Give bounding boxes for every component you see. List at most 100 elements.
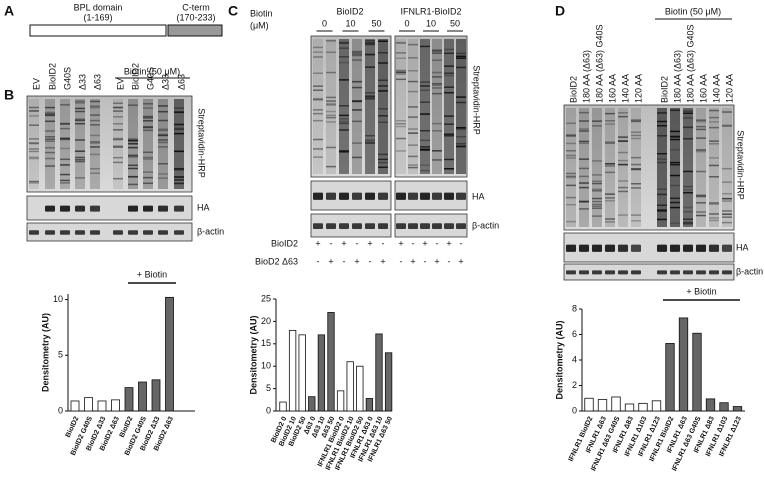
band (365, 142, 375, 144)
y-tick-label: 0 (266, 405, 271, 415)
blot (310, 180, 392, 211)
band (631, 168, 641, 170)
band (313, 148, 323, 150)
band (456, 66, 466, 69)
band (45, 138, 55, 140)
band (696, 202, 706, 204)
lane-smear (60, 99, 70, 189)
lane-smear (618, 108, 628, 227)
band (45, 230, 55, 235)
band (396, 223, 406, 229)
band (657, 158, 667, 160)
band (618, 186, 628, 189)
band (174, 107, 184, 109)
band (657, 244, 667, 252)
y-tick-label: 2 (572, 380, 577, 390)
band (113, 129, 123, 131)
sign: - (460, 238, 463, 248)
lane-smear (696, 108, 706, 227)
band (432, 122, 442, 125)
bar (84, 397, 93, 412)
band (60, 104, 70, 106)
band (352, 100, 362, 102)
band (339, 79, 349, 81)
band (365, 98, 375, 100)
band (396, 192, 406, 200)
band (618, 159, 628, 162)
band (456, 55, 466, 58)
band (174, 127, 184, 130)
band (339, 47, 349, 49)
band (128, 140, 138, 142)
band (579, 128, 589, 130)
band (352, 59, 362, 61)
bar (638, 402, 648, 412)
band (631, 119, 641, 121)
band (709, 126, 719, 129)
band (90, 172, 100, 175)
band (670, 270, 680, 275)
band (60, 173, 70, 176)
lane-smear (683, 108, 693, 227)
band (396, 78, 406, 81)
band (365, 139, 375, 141)
band (657, 152, 667, 155)
band (605, 197, 615, 199)
band (432, 223, 442, 229)
band (631, 244, 641, 252)
band (143, 103, 153, 105)
band (432, 82, 442, 85)
bar (384, 352, 393, 412)
band (352, 192, 362, 200)
band (670, 109, 680, 112)
band (579, 130, 589, 132)
band (378, 62, 388, 64)
band (45, 157, 55, 160)
band (657, 125, 667, 127)
band (670, 222, 680, 225)
band (696, 137, 706, 139)
lane-smear (75, 99, 85, 189)
band (339, 192, 349, 200)
blot-label: β-actin (197, 226, 224, 236)
panel-label: C (228, 3, 238, 19)
band (75, 100, 85, 103)
band (566, 203, 576, 206)
lane-smear (631, 108, 641, 227)
band (618, 244, 628, 252)
band (326, 96, 336, 99)
band (592, 182, 602, 185)
band (113, 110, 123, 112)
lane-smear (143, 99, 153, 189)
band (631, 270, 641, 275)
band (378, 89, 388, 92)
band (60, 123, 70, 125)
bar (705, 398, 716, 412)
bar (624, 403, 635, 412)
band (420, 148, 430, 151)
band (456, 96, 466, 98)
lane-smear (365, 39, 375, 174)
band (365, 43, 375, 46)
lane-smear (158, 99, 168, 189)
band (432, 87, 442, 89)
band (444, 91, 454, 94)
band (365, 192, 375, 200)
bar (584, 397, 594, 412)
band (722, 213, 732, 216)
band (29, 106, 39, 109)
band (605, 141, 615, 143)
band (618, 190, 628, 193)
band (618, 136, 628, 139)
band (683, 110, 693, 112)
band (579, 186, 589, 189)
band (420, 89, 430, 92)
band (670, 184, 680, 187)
band (313, 46, 323, 49)
band (709, 213, 719, 215)
bar (124, 387, 134, 412)
band (722, 213, 732, 215)
band (579, 140, 589, 143)
band (444, 158, 454, 161)
